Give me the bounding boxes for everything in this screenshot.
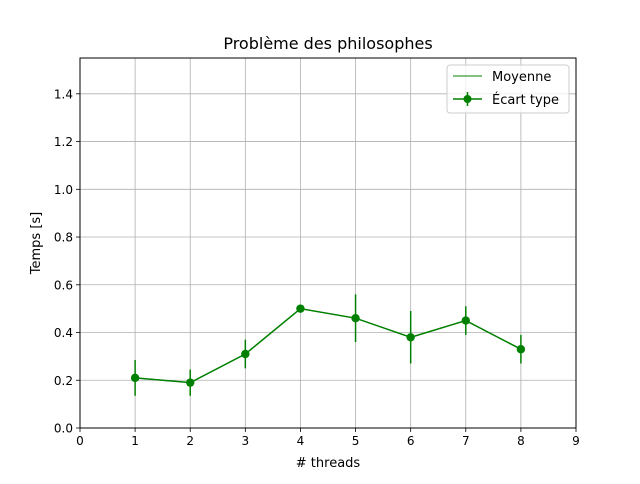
x-tick-label: 5 — [352, 434, 360, 448]
x-tick-label: 0 — [76, 434, 84, 448]
legend: Moyenne Écart type — [446, 64, 570, 114]
data-point-marker — [406, 333, 415, 342]
x-tick-label: 9 — [572, 434, 580, 448]
y-tick-label: 0.4 — [54, 326, 73, 340]
data-point-marker — [241, 349, 250, 359]
data-point-marker — [296, 304, 305, 313]
y-tick-label: 0.8 — [54, 231, 73, 245]
legend-box — [446, 64, 570, 114]
y-tick-label: 1.2 — [54, 135, 73, 149]
x-tick-label: 6 — [407, 434, 415, 448]
data-point-marker — [186, 378, 195, 387]
x-axis-label: # threads — [296, 456, 361, 471]
y-tick-label: 0.0 — [54, 422, 73, 436]
plot-background — [80, 58, 576, 428]
y-tick-label: 0.6 — [54, 278, 73, 292]
x-tick-label: 8 — [517, 434, 525, 448]
data-point-marker — [461, 316, 470, 325]
y-tick-label: 0.2 — [54, 374, 73, 388]
legend-label-moyenne: Moyenne — [492, 70, 551, 85]
x-tick-label: 2 — [186, 434, 194, 448]
x-tick-label: 3 — [242, 434, 250, 448]
x-axis-ticks: 0 1 2 3 4 5 6 7 8 9 — [76, 428, 580, 448]
y-tick-label: 1.4 — [54, 87, 73, 101]
y-tick-label: 1.0 — [54, 183, 73, 197]
data-point-marker — [130, 373, 140, 383]
legend-marker-ecart-type — [463, 95, 472, 103]
x-tick-label: 1 — [131, 434, 139, 448]
data-point-marker — [351, 313, 360, 323]
y-axis-label: Temps [s] — [29, 212, 44, 275]
plot-frame — [79, 57, 577, 429]
chart-title: Problème des philosophes — [223, 34, 432, 53]
legend-label-ecart-type: Écart type — [492, 92, 559, 108]
y-axis-ticks: 0.0 0.2 0.4 0.6 0.8 1.0 1.2 1.4 — [54, 87, 80, 436]
x-tick-label: 7 — [462, 434, 470, 448]
series-line-ecart-type — [135, 307, 522, 384]
x-tick-label: 4 — [297, 434, 305, 448]
series-markers — [130, 304, 526, 387]
data-point-marker — [516, 345, 526, 354]
series-lines — [135, 307, 522, 384]
